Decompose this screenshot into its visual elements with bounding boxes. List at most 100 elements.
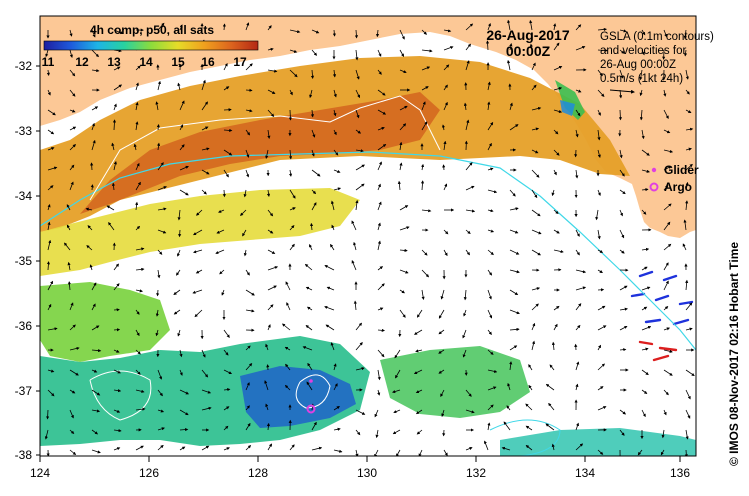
velocity-arrow — [324, 265, 335, 271]
velocity-arrow — [355, 367, 365, 371]
velocity-arrow — [685, 429, 689, 440]
velocity-arrow — [135, 121, 139, 131]
velocity-arrow — [284, 384, 291, 391]
velocity-arrow — [443, 183, 448, 191]
velocity-arrow — [223, 329, 230, 338]
velocity-arrow — [463, 309, 467, 317]
velocity-arrow — [421, 29, 427, 35]
velocity-arrow — [135, 247, 145, 251]
velocity-arrow — [113, 429, 122, 433]
colorbar-tick: 13 — [107, 55, 121, 69]
velocity-arrow — [531, 62, 536, 71]
velocity-arrow — [354, 29, 359, 39]
velocity-arrow — [553, 229, 560, 234]
gsla-contour-cyan — [40, 151, 696, 351]
velocity-arrow — [663, 184, 669, 191]
velocity-arrow — [155, 329, 159, 337]
velocity-arrow — [330, 243, 335, 251]
velocity-arrow — [442, 164, 446, 171]
velocity-arrow — [267, 443, 273, 451]
velocity-arrow — [619, 69, 624, 79]
velocity-arrow — [685, 147, 692, 151]
velocity-arrow — [487, 269, 493, 276]
velocity-arrow — [465, 60, 470, 71]
velocity-arrow — [157, 389, 163, 397]
velocity-arrow — [47, 129, 55, 135]
velocity-arrow — [218, 209, 225, 213]
y-axis: -32 -33 -34 -35 -36 -37 -38 — [15, 59, 40, 462]
velocity-arrow — [399, 205, 409, 211]
y-tick-label: -37 — [15, 384, 33, 398]
velocity-arrow — [465, 447, 473, 451]
velocity-arrow — [47, 89, 51, 96]
x-tick-label: 132 — [466, 466, 486, 480]
velocity-arrow — [179, 24, 183, 31]
velocity-arrow — [395, 449, 401, 456]
velocity-arrow — [47, 185, 54, 191]
velocity-arrow — [438, 349, 445, 354]
velocity-arrow — [223, 369, 233, 374]
velocity-arrow — [597, 69, 603, 77]
velocity-arrow — [465, 119, 470, 131]
velocity-arrow — [285, 363, 291, 371]
colorbar-tick: 17 — [233, 55, 247, 69]
velocity-arrow — [157, 207, 167, 211]
velocity-arrow — [641, 169, 650, 173]
velocity-arrow — [135, 225, 141, 231]
gsla-note-line: 0.5m/s (1kt 24h) — [600, 73, 683, 85]
velocity-arrow — [333, 109, 337, 117]
velocity-arrow — [418, 449, 423, 456]
velocity-arrow — [157, 229, 167, 234]
velocity-arrow — [267, 47, 274, 51]
velocity-arrow — [619, 429, 625, 436]
velocity-arrow — [306, 381, 313, 391]
velocity-arrow — [135, 389, 145, 393]
velocity-arrow — [193, 249, 203, 254]
velocity-arrow — [465, 23, 474, 31]
velocity-arrow — [553, 169, 557, 176]
velocity-arrow — [91, 68, 100, 73]
velocity-arrow — [89, 264, 93, 271]
velocity-arrow — [399, 123, 407, 131]
velocity-arrow — [553, 249, 564, 254]
velocity-arrow — [243, 249, 247, 257]
gsla-contour-white-2 — [295, 374, 331, 409]
velocity-arrow — [201, 389, 212, 394]
velocity-arrow — [355, 149, 364, 153]
velocity-arrow — [421, 249, 428, 256]
y-tick-label: -32 — [15, 59, 33, 73]
velocity-arrow — [553, 87, 563, 91]
velocity-arrow — [223, 447, 230, 451]
velocity-arrow — [135, 162, 140, 171]
velocity-arrow — [487, 422, 491, 431]
velocity-arrow — [377, 161, 382, 171]
velocity-arrow — [288, 109, 292, 121]
velocity-arrow — [597, 109, 601, 116]
velocity-arrow — [333, 169, 341, 173]
velocity-arrow — [289, 225, 295, 231]
velocity-arrow — [157, 80, 162, 91]
velocity-arrow — [663, 149, 674, 153]
velocity-arrow — [216, 229, 225, 234]
velocity-arrow — [415, 409, 423, 415]
velocity-arrow — [245, 22, 250, 31]
velocity-arrow — [133, 143, 137, 151]
velocity-arrow — [245, 363, 253, 371]
velocity-arrow — [245, 63, 253, 71]
velocity-arrow — [69, 144, 76, 151]
velocity-arrow — [597, 229, 601, 240]
argo-legend-icon — [649, 182, 659, 192]
velocity-arrow — [663, 409, 667, 416]
velocity-arrow — [663, 306, 669, 311]
velocity-arrow — [575, 324, 581, 331]
velocity-arrow — [531, 229, 542, 235]
velocity-arrow — [421, 209, 432, 213]
velocity-arrow — [528, 384, 533, 391]
velocity-arrow — [487, 229, 495, 233]
velocity-arrow — [47, 239, 52, 251]
velocity-arrow — [47, 369, 55, 373]
velocity-arrow — [525, 403, 533, 411]
velocity-arrow — [440, 289, 445, 300]
velocity-arrow — [619, 326, 628, 331]
velocity-arrow — [267, 129, 271, 139]
